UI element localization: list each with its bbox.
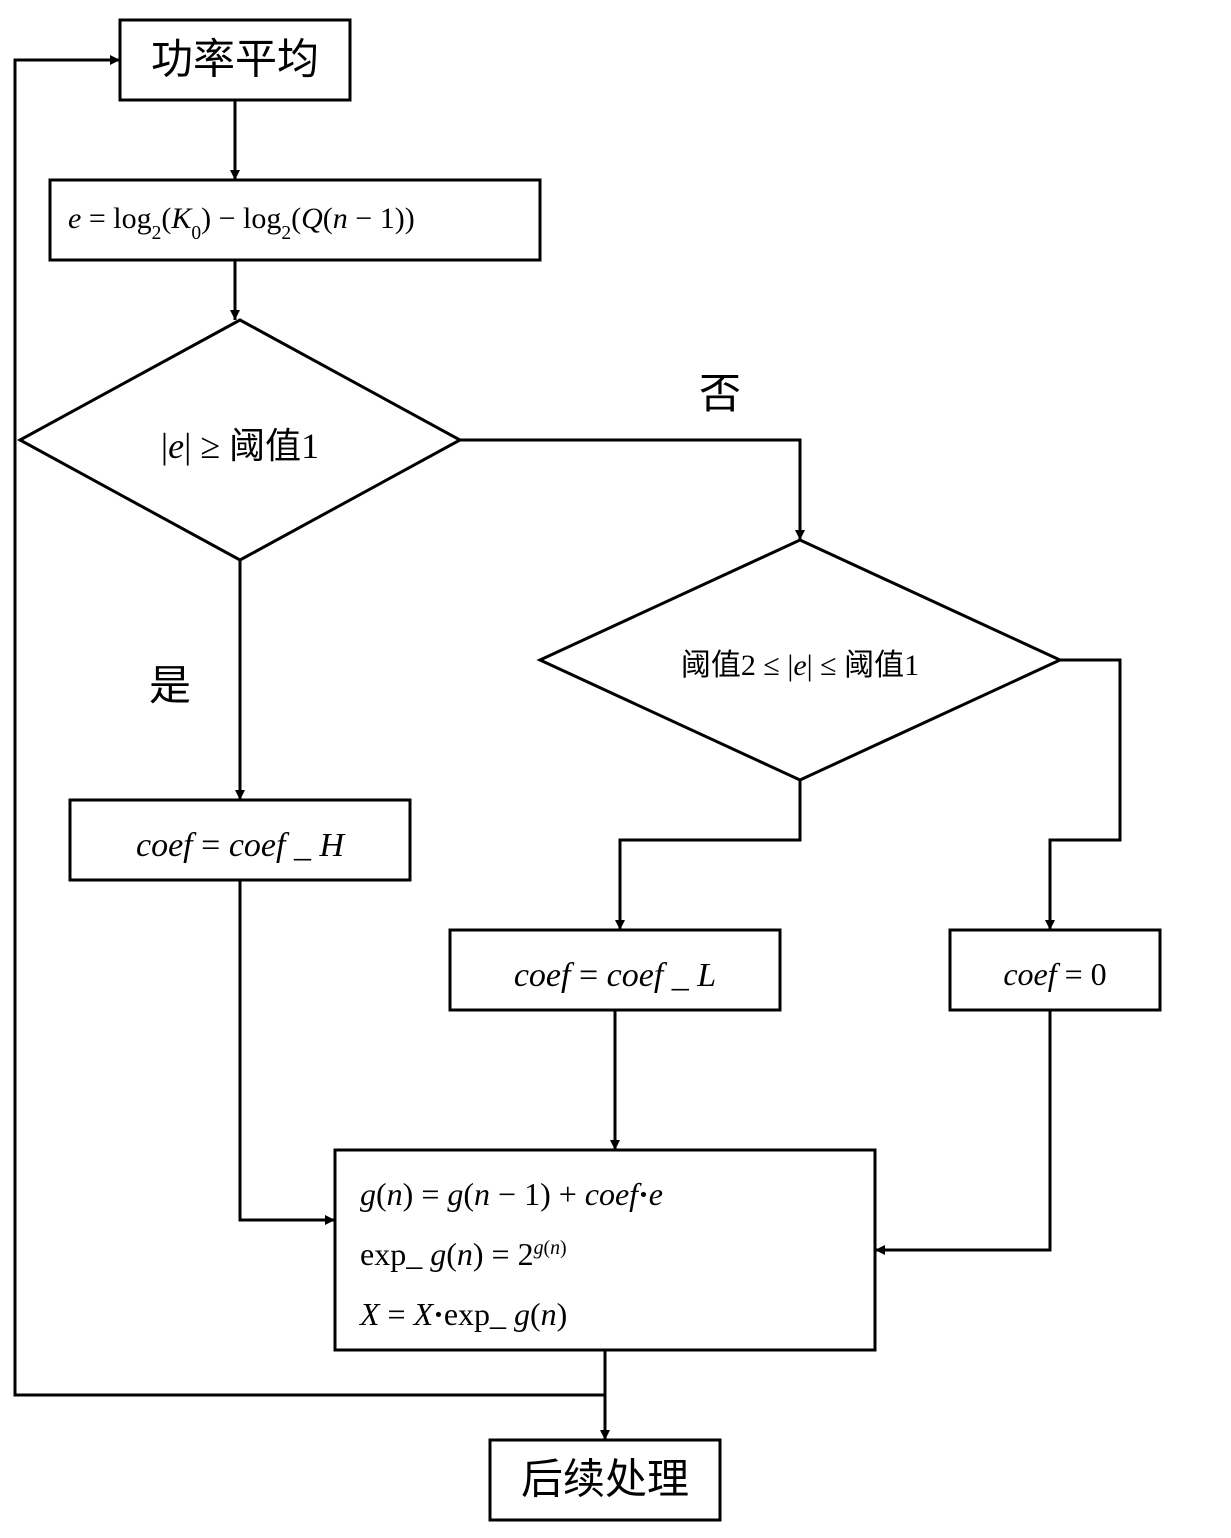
n7_coef_0-label: coef = 0 — [1003, 956, 1106, 992]
n3_decision1-label: |e| ≥ 阈值1 — [161, 426, 319, 466]
n9_post-label: 后续处理 — [521, 1458, 689, 1504]
n6_coef_l-label: coef = coef _ L — [514, 957, 716, 994]
edge-label-yes_label: 是 — [149, 664, 191, 710]
n7_coef_0: coef = 0 — [950, 930, 1160, 1010]
edge-label-no_label: 否 — [699, 372, 741, 418]
n8_formula_block: g(n) = g(n − 1) + coef·eexp_ g(n) = 2g(n… — [335, 1150, 875, 1350]
n2_formula_e: e = log2(K0) − log2(Q(n − 1)) — [50, 180, 540, 260]
edge — [460, 440, 800, 540]
edge — [620, 780, 800, 930]
n9_post: 后续处理 — [490, 1440, 720, 1520]
edge — [875, 1010, 1050, 1250]
n6_coef_l: coef = coef _ L — [450, 930, 780, 1010]
n5_coef_h: coef = coef _ H — [70, 800, 410, 880]
n1_power_avg-label: 功率平均 — [151, 37, 319, 84]
flowchart-canvas: 功率平均 e = log2(K0) − log2(Q(n − 1)) |e| ≥ 阈… — [0, 0, 1231, 1538]
formula-line-3: X = X·exp_ g(n) — [358, 1296, 567, 1332]
n5_coef_h-label: coef = coef _ H — [136, 827, 346, 864]
n1_power_avg: 功率平均 — [120, 20, 350, 100]
edge — [15, 60, 120, 100]
n4_decision2: 阈值2 ≤ |e| ≤ 阈值1 — [540, 540, 1060, 780]
edge — [1050, 660, 1120, 930]
n4_decision2-label: 阈值2 ≤ |e| ≤ 阈值1 — [681, 649, 919, 682]
formula-line-1: g(n) = g(n − 1) + coef·e — [360, 1176, 663, 1212]
edge — [240, 880, 335, 1220]
n3_decision1: |e| ≥ 阈值1 — [20, 320, 460, 560]
